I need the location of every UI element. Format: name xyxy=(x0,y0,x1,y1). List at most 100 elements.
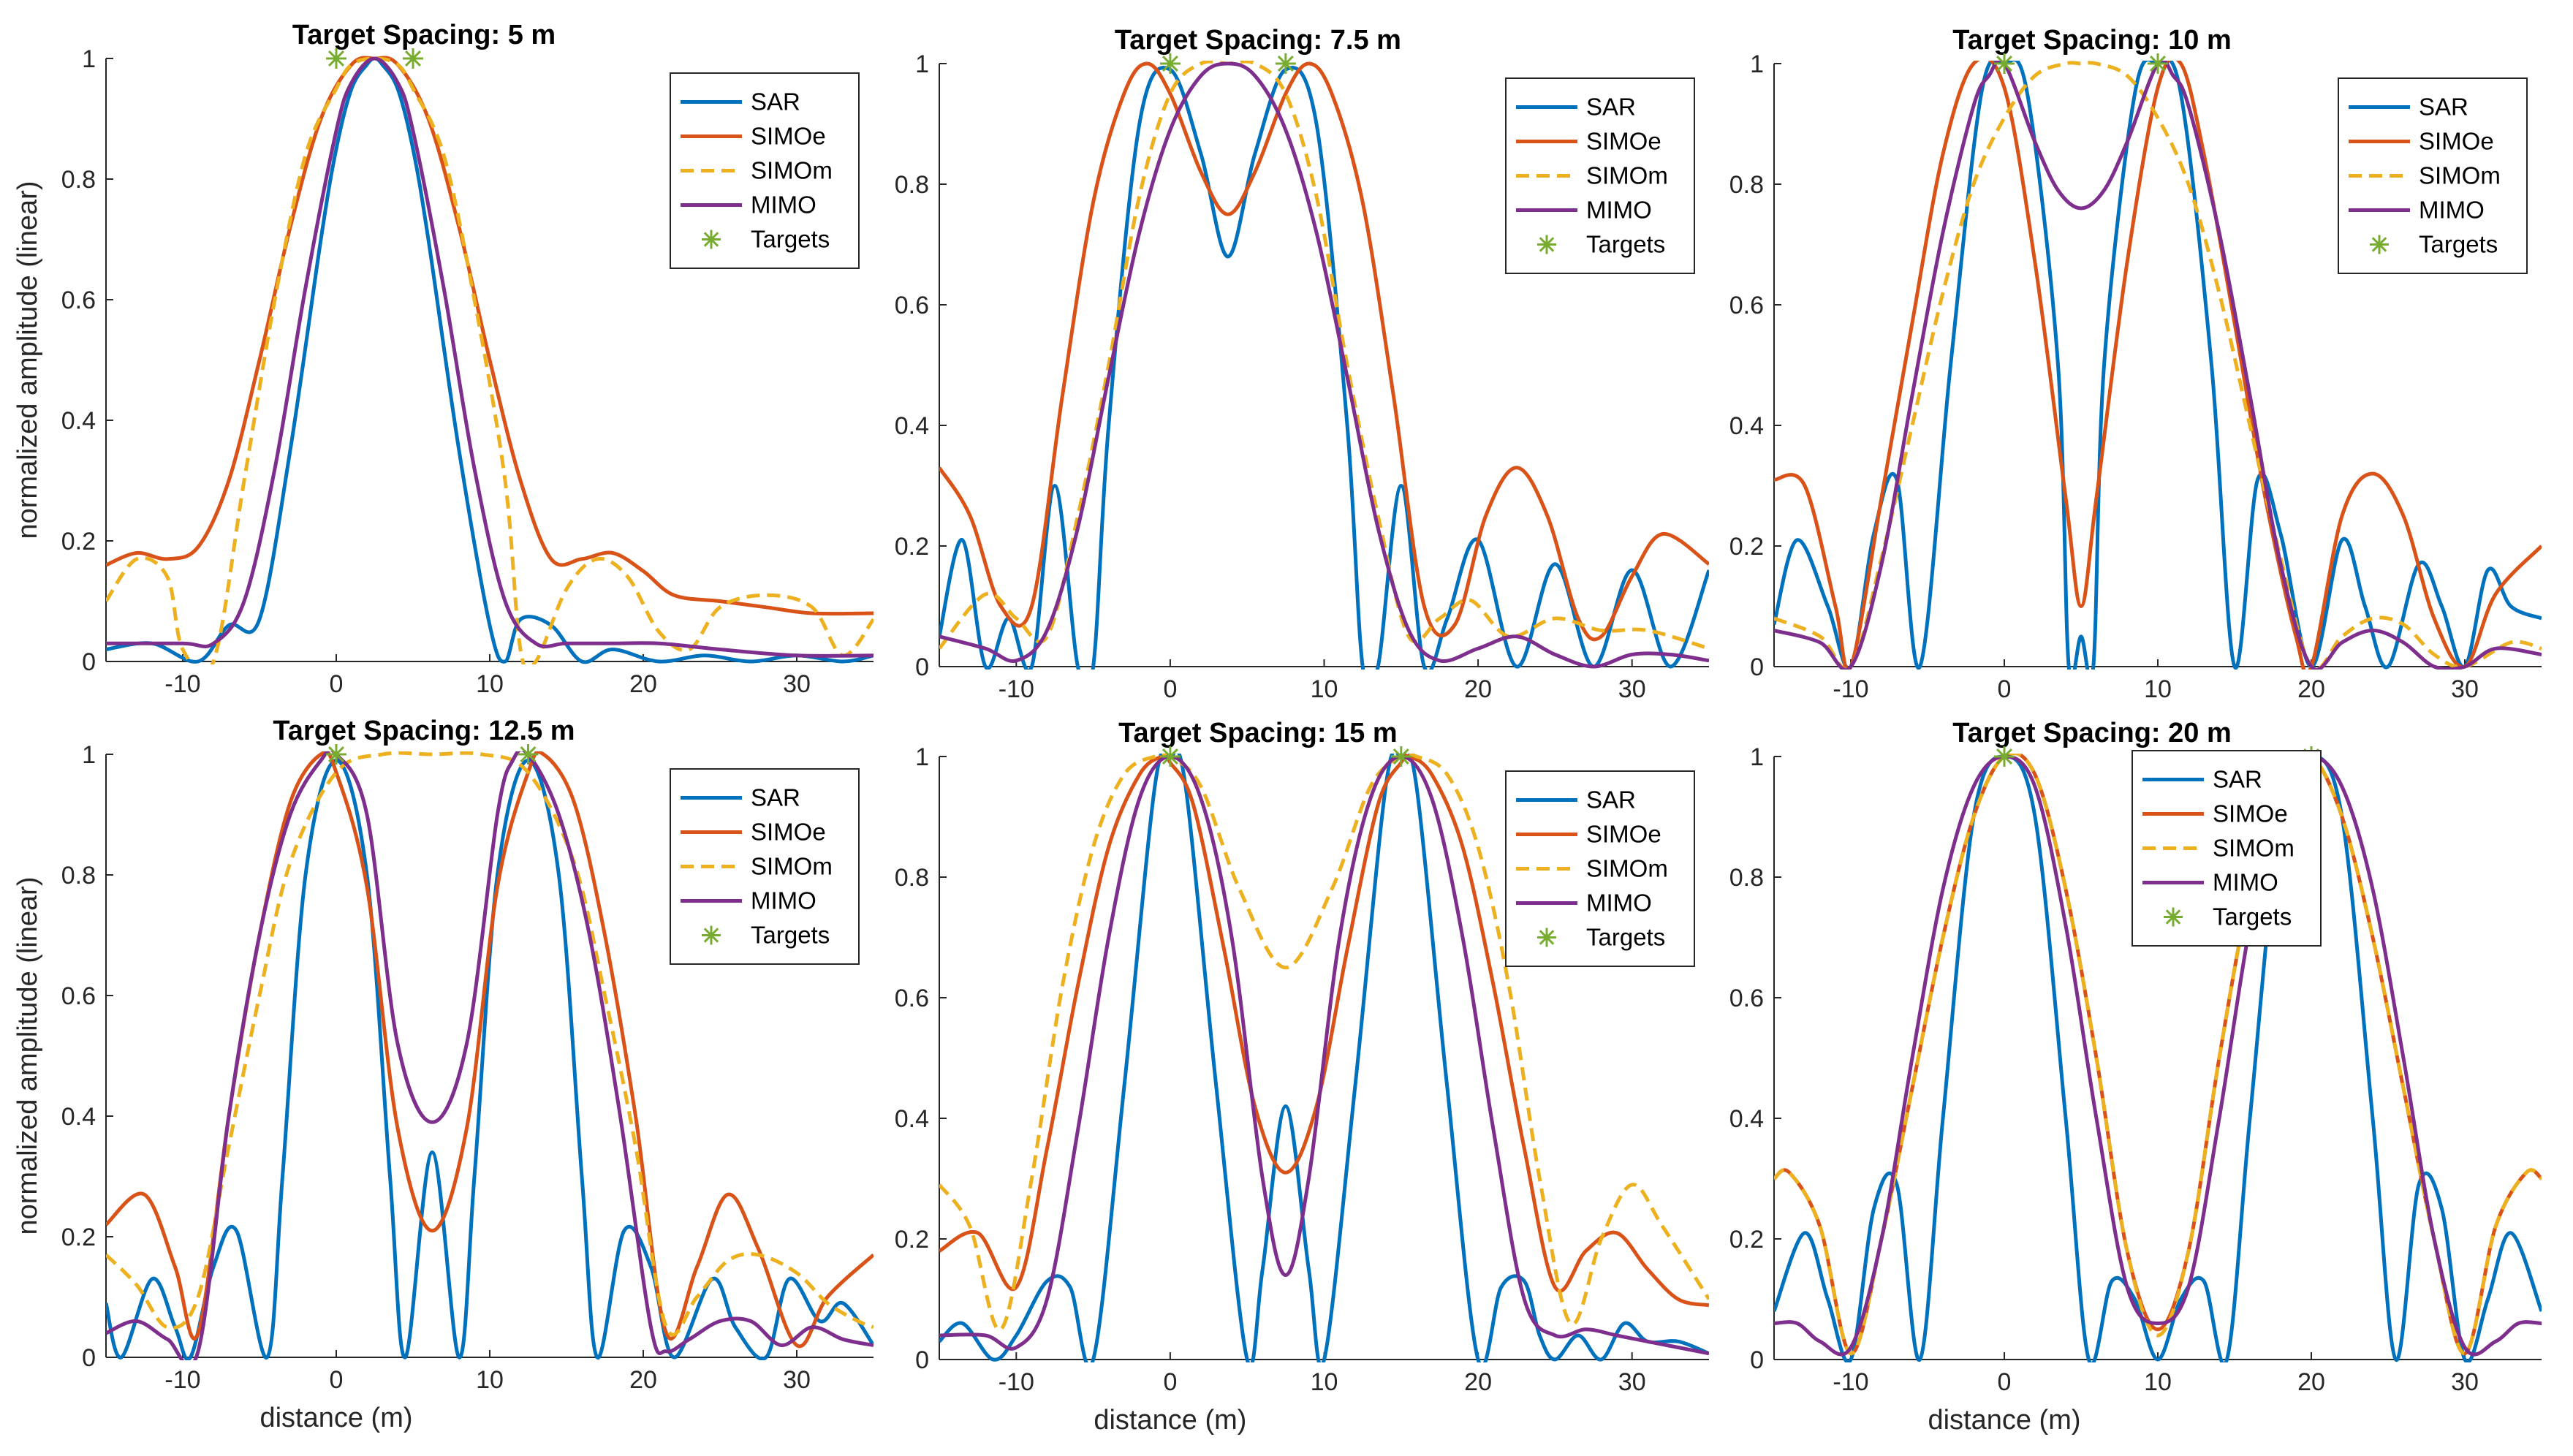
x-tick-label: 30 xyxy=(783,1366,811,1394)
legend-label: SIMOm xyxy=(2419,162,2501,189)
y-tick-label: 0.2 xyxy=(895,533,929,561)
y-tick-label: 0.6 xyxy=(1729,985,1764,1012)
target-marker xyxy=(403,48,423,69)
series-line-simoe xyxy=(106,56,874,616)
x-tick-label: 0 xyxy=(330,1366,344,1394)
y-tick-label: 0 xyxy=(915,653,929,681)
target-marker xyxy=(2148,53,2168,74)
series-line-mimo xyxy=(106,751,874,1360)
legend-label: MIMO xyxy=(2419,197,2485,224)
y-tick-label: 0.8 xyxy=(895,864,929,892)
x-tick-label: 0 xyxy=(1163,1368,1177,1396)
panel-title: Target Spacing: 10 m xyxy=(1952,25,2232,56)
x-tick-label: 10 xyxy=(2144,1368,2172,1396)
y-tick-label: 0.8 xyxy=(61,862,96,890)
panel-title: Target Spacing: 15 m xyxy=(1118,718,1398,748)
y-axis-label: normalized amplitude (linear) xyxy=(12,181,43,539)
y-tick-label: 0 xyxy=(1750,653,1764,681)
legend-label: Targets xyxy=(751,226,830,253)
series-lines xyxy=(1774,754,2542,1362)
legend-label: SIMOe xyxy=(1586,128,1661,155)
x-tick-label: 10 xyxy=(2144,675,2172,703)
legend-label: Targets xyxy=(2213,903,2292,930)
legend-label: Targets xyxy=(751,922,830,949)
legend-label: Targets xyxy=(1586,231,1665,258)
series-lines xyxy=(1774,61,2542,670)
legend-label: SIMOe xyxy=(751,819,826,846)
x-tick-label: 0 xyxy=(1998,1368,2012,1396)
x-tick-label: -10 xyxy=(1833,1368,1868,1396)
y-tick-label: 1 xyxy=(82,45,96,73)
series-line-mimo xyxy=(939,61,1709,669)
target-marker xyxy=(1994,53,2015,74)
target-marker xyxy=(1159,746,1181,767)
y-tick-label: 0.8 xyxy=(1729,864,1764,892)
series-line-sar xyxy=(106,758,874,1360)
legend-target-icon xyxy=(702,925,721,945)
series-line-simom xyxy=(106,751,874,1337)
target-marker xyxy=(1159,53,1181,74)
y-tick-label: 1 xyxy=(1750,743,1764,771)
series-line-mimo xyxy=(1774,61,2542,670)
x-tick-label: 30 xyxy=(1618,675,1646,703)
y-tick-label: 0.4 xyxy=(1729,412,1764,440)
x-tick-label: -10 xyxy=(164,670,200,698)
x-tick-label: 30 xyxy=(2451,1368,2479,1396)
chart-panel-4: -10 0 10 20 30 0 0.2 0.4 0.6 0.8 1 Target Spacing: … xyxy=(12,716,874,1433)
chart-panel-5: -10 0 10 20 30 0 0.2 0.4 0.6 0.8 1 Target Spacing: … xyxy=(895,718,1709,1436)
series-line-mimo xyxy=(1774,754,2542,1357)
series-line-simom xyxy=(1774,61,2542,670)
y-tick-label: 0.4 xyxy=(1729,1105,1764,1133)
y-tick-label: 0.6 xyxy=(1729,292,1764,319)
y-tick-label: 0 xyxy=(82,648,96,676)
y-tick-label: 0 xyxy=(82,1344,96,1372)
x-tick-label: 10 xyxy=(476,1366,504,1394)
series-line-simom xyxy=(1774,754,2542,1356)
series-line-simoe xyxy=(939,61,1709,642)
target-marker xyxy=(326,744,346,765)
panel-title: Target Spacing: 12.5 m xyxy=(273,716,575,746)
y-tick-label: 0.8 xyxy=(895,171,929,199)
legend-label: SAR xyxy=(751,88,800,115)
y-tick-label: 0.8 xyxy=(1729,171,1764,199)
legend-label: SIMOm xyxy=(1586,162,1668,189)
y-tick-label: 1 xyxy=(1750,50,1764,78)
y-tick-label: 0.2 xyxy=(61,1224,96,1251)
legend-label: SAR xyxy=(2213,766,2262,793)
legend-label: SIMOe xyxy=(751,123,826,150)
target-marker xyxy=(1994,746,2015,767)
legend-label: MIMO xyxy=(1586,197,1652,224)
x-tick-label: 20 xyxy=(2297,675,2325,703)
chart-panel-1: -10 0 10 20 30 0 0.2 0.4 0.6 0.8 1 Target Spacing: … xyxy=(12,20,874,698)
legend-target-icon xyxy=(2164,907,2183,927)
x-tick-label: 20 xyxy=(2297,1368,2325,1396)
y-tick-label: 0 xyxy=(1750,1346,1764,1374)
x-tick-label: 10 xyxy=(1311,1368,1338,1396)
legend-label: SIMOm xyxy=(2213,835,2295,862)
panel-title: Target Spacing: 5 m xyxy=(292,20,556,50)
legend-label: SIMOe xyxy=(1586,821,1661,848)
x-tick-label: -10 xyxy=(164,1366,200,1394)
legend-label: SAR xyxy=(751,784,800,811)
y-tick-label: 1 xyxy=(915,50,929,78)
legend-label: SIMOe xyxy=(2419,128,2494,155)
x-axis-label: distance (m) xyxy=(1928,1405,2080,1436)
panel-title: Target Spacing: 20 m xyxy=(1952,718,2232,748)
legend-label: MIMO xyxy=(1586,890,1652,917)
legend: SAR SIMOe SIMOm MIMO Targets xyxy=(2338,77,2528,274)
x-tick-label: 0 xyxy=(1163,675,1177,703)
x-tick-label: -10 xyxy=(998,675,1034,703)
legend-label: SIMOm xyxy=(751,853,833,880)
y-tick-label: 0.4 xyxy=(895,1105,929,1133)
target-marker xyxy=(518,744,539,765)
y-tick-label: 1 xyxy=(915,743,929,771)
y-tick-label: 0.2 xyxy=(61,528,96,556)
legend-label: SIMOm xyxy=(1586,855,1668,882)
legend-label: SIMOm xyxy=(751,157,833,184)
chart-panel-6: -10 0 10 20 30 0 0.2 0.4 0.6 0.8 1 Target Spacing: … xyxy=(1729,718,2542,1436)
x-tick-label: 20 xyxy=(629,670,657,698)
x-tick-label: 10 xyxy=(1311,675,1338,703)
legend-label: Targets xyxy=(1586,924,1665,951)
target-marker xyxy=(326,48,346,69)
